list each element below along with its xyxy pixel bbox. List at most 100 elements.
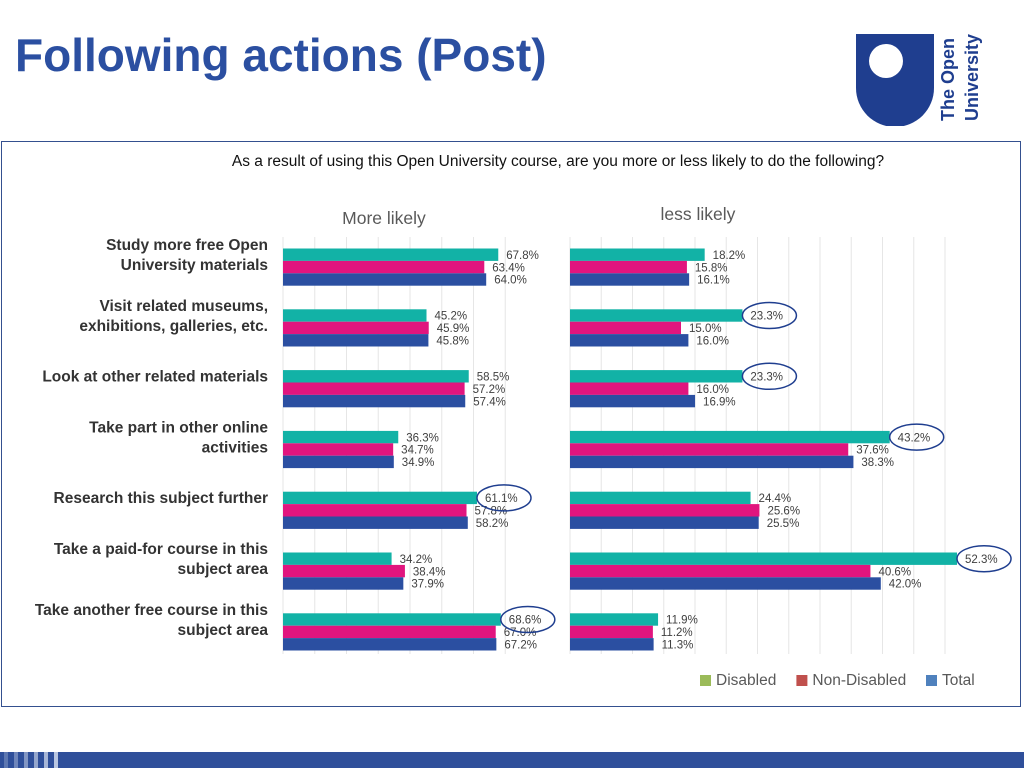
data-label: 45.2% — [435, 311, 468, 323]
data-label: 23.3% — [750, 372, 783, 384]
data-label: 23.3% — [750, 311, 783, 323]
data-label: 42.0% — [889, 579, 922, 591]
bar-disabled — [570, 248, 705, 261]
category-label: Take another free course in this — [35, 602, 268, 619]
data-label: 68.6% — [509, 615, 542, 627]
bar-non-disabled — [283, 504, 467, 517]
category-label: Look at other related materials — [42, 369, 268, 386]
data-label: 37.9% — [411, 579, 444, 591]
panel-title: More likely — [342, 208, 426, 228]
data-label: 52.3% — [965, 554, 998, 566]
category-label: exhibitions, galleries, etc. — [79, 318, 268, 335]
data-label: 24.4% — [759, 493, 792, 505]
data-label: 64.0% — [494, 275, 527, 287]
legend-label: Non-Disabled — [812, 672, 906, 689]
bar-total — [283, 516, 468, 529]
footer-stripe — [14, 752, 18, 768]
highlight-circle — [956, 544, 1012, 573]
data-label: 11.9% — [666, 615, 698, 627]
data-label: 40.6% — [878, 566, 911, 578]
data-label: 11.2% — [661, 627, 693, 639]
bar-non-disabled — [283, 443, 394, 456]
legend-label: Total — [942, 672, 975, 689]
data-label: 16.9% — [703, 396, 736, 408]
bar-non-disabled — [570, 321, 681, 335]
bar-non-disabled — [283, 260, 485, 274]
data-label: 11.3% — [662, 640, 694, 652]
highlight-circle — [741, 362, 798, 391]
bar-non-disabled — [283, 564, 405, 578]
bar-disabled — [570, 309, 743, 322]
highlight-circle — [500, 605, 556, 634]
category-label: subject area — [178, 622, 269, 639]
footer-bar — [0, 752, 1024, 768]
bar-total — [570, 577, 881, 590]
bar-disabled — [283, 430, 399, 444]
data-label: 38.3% — [861, 457, 894, 469]
data-label: 38.4% — [413, 566, 446, 578]
data-label: 61.1% — [485, 493, 518, 505]
category-label: subject area — [178, 561, 269, 578]
data-label: 16.0% — [696, 384, 729, 396]
data-label: 34.9% — [402, 457, 435, 469]
bar-disabled — [570, 491, 751, 505]
bar-total — [283, 638, 497, 651]
category-label: Research this subject further — [54, 490, 268, 507]
category-label: Study more free Open — [106, 237, 268, 254]
highlight-circle — [476, 484, 532, 512]
bar-disabled — [570, 430, 890, 444]
bar-disabled — [570, 552, 958, 565]
bar-disabled — [570, 613, 659, 626]
data-label: 43.2% — [898, 432, 931, 444]
data-label: 67.8% — [506, 250, 539, 262]
highlight-circle — [741, 301, 798, 330]
panel-title: less likely — [661, 204, 736, 224]
highlight-circle — [888, 423, 945, 451]
bar-total — [570, 334, 689, 347]
bar-disabled — [283, 491, 477, 505]
data-label: 34.2% — [400, 554, 433, 566]
data-label: 57.2% — [473, 384, 506, 396]
logo-text-line2: University — [962, 34, 982, 121]
bar-non-disabled — [570, 625, 653, 639]
footer-stripe — [4, 752, 8, 768]
bar-disabled — [283, 370, 469, 383]
bar-non-disabled — [570, 382, 689, 395]
legend-swatch — [796, 675, 808, 686]
bar-disabled — [570, 370, 743, 383]
data-label: 25.6% — [767, 506, 800, 518]
bar-disabled — [283, 552, 392, 565]
legend-swatch — [700, 675, 711, 686]
chart-question: As a result of using this Open Universit… — [232, 153, 885, 170]
bar-total — [570, 394, 696, 408]
bar-total — [570, 455, 854, 469]
open-university-logo: The Open University — [856, 34, 982, 126]
bar-total — [283, 455, 394, 469]
category-label: Visit related museums, — [99, 298, 268, 315]
bar-total — [570, 516, 759, 529]
footer-stripe — [44, 752, 48, 768]
bar-non-disabled — [570, 260, 687, 274]
legend-swatch — [926, 675, 937, 686]
data-label: 45.9% — [437, 323, 470, 335]
data-label: 16.0% — [696, 336, 729, 348]
legend-label: Disabled — [716, 672, 776, 689]
data-label: 18.2% — [713, 250, 746, 262]
bar-non-disabled — [570, 443, 849, 456]
logo-circle-icon — [869, 44, 903, 78]
data-label: 67.2% — [504, 640, 537, 652]
data-label: 63.4% — [492, 262, 525, 274]
chart-frame: As a result of using this Open Universit… — [1, 141, 1021, 707]
bar-total — [283, 577, 404, 590]
bar-disabled — [283, 248, 499, 261]
footer-stripe — [54, 752, 58, 768]
bar-total — [570, 273, 690, 286]
bar-total — [283, 334, 429, 347]
bar-non-disabled — [570, 504, 760, 517]
bar-non-disabled — [570, 564, 871, 578]
data-label: 57.8% — [475, 506, 508, 518]
data-label: 45.8% — [436, 336, 469, 348]
category-label: University materials — [121, 257, 268, 274]
data-label: 16.1% — [697, 275, 730, 287]
category-label: Take part in other online — [89, 419, 268, 436]
